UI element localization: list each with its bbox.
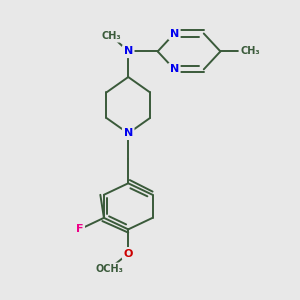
Text: CH₃: CH₃ bbox=[240, 46, 260, 56]
Text: N: N bbox=[124, 46, 133, 56]
Text: N: N bbox=[170, 64, 179, 74]
Text: OCH₃: OCH₃ bbox=[95, 264, 123, 274]
Text: N: N bbox=[170, 28, 179, 38]
Text: F: F bbox=[76, 224, 83, 234]
Text: CH₃: CH₃ bbox=[102, 31, 122, 41]
Text: O: O bbox=[124, 249, 133, 259]
Text: N: N bbox=[124, 128, 133, 138]
